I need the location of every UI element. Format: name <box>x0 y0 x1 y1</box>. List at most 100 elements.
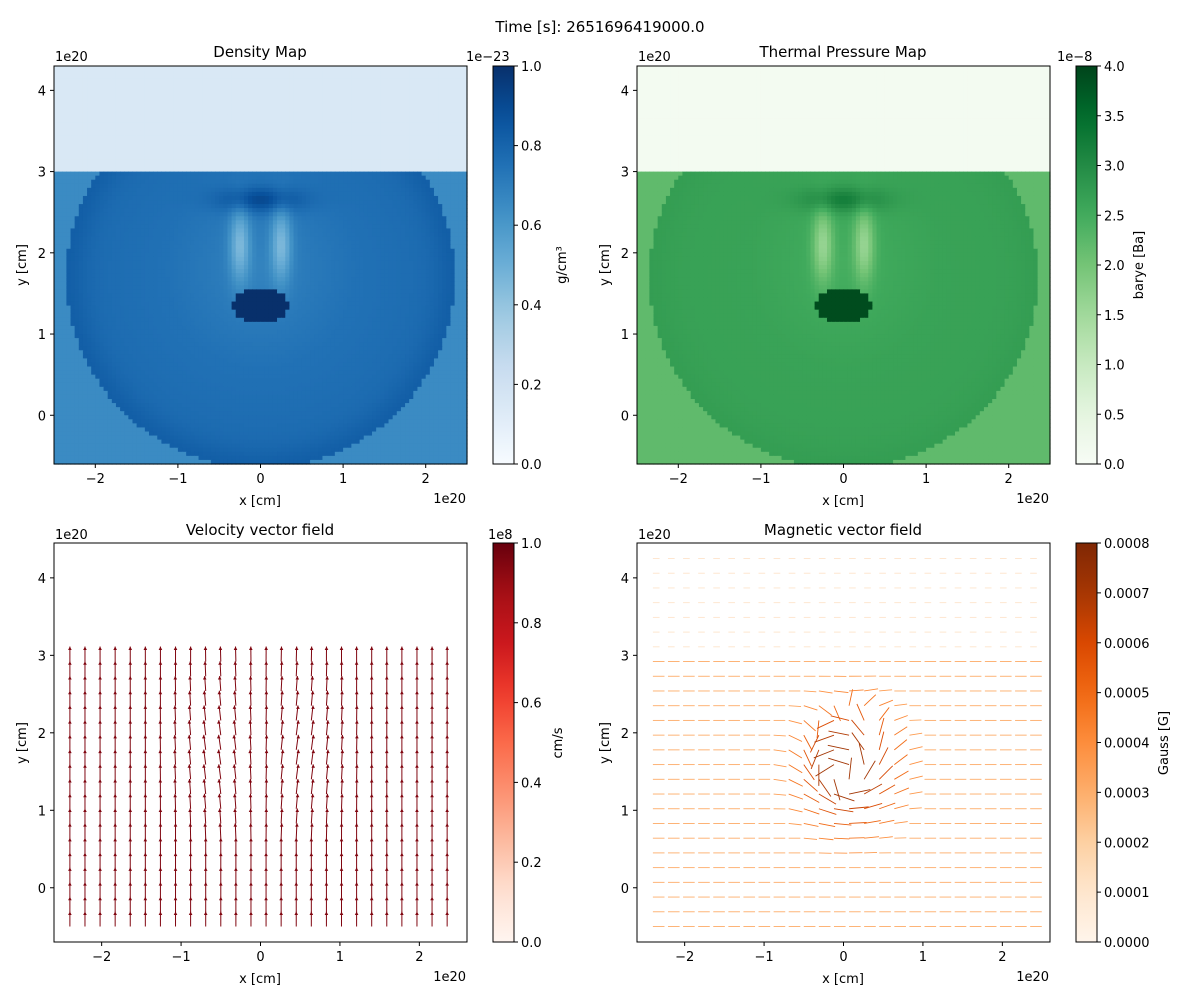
density-heatmap-cell <box>446 90 451 95</box>
density-heatmap-cell <box>232 188 237 193</box>
density-heatmap-cell <box>145 70 150 75</box>
density-heatmap-cell <box>236 220 241 225</box>
density-heatmap-cell <box>128 82 133 87</box>
density-heatmap-cell <box>310 200 315 205</box>
density-heatmap-cell <box>91 192 96 197</box>
density-heatmap-cell <box>273 188 278 193</box>
density-heatmap-cell <box>227 196 232 201</box>
density-heatmap-cell <box>426 228 431 233</box>
density-heatmap-cell <box>339 184 344 189</box>
density-heatmap-cell <box>99 119 104 124</box>
density-heatmap-cell <box>194 147 199 152</box>
density-heatmap-cell <box>116 212 121 217</box>
density-heatmap-cell <box>128 111 133 116</box>
density-heatmap-cell <box>335 115 340 120</box>
density-heatmap-cell <box>310 86 315 91</box>
density-heatmap-cell <box>252 94 257 99</box>
density-heatmap-cell <box>376 216 381 221</box>
density-heatmap-cell <box>190 172 195 177</box>
density-heatmap-cell <box>413 204 418 209</box>
density-heatmap-cell <box>459 204 464 209</box>
density-heatmap-cell <box>137 66 142 71</box>
density-heatmap-cell <box>331 74 336 79</box>
density-heatmap-cell <box>261 86 266 91</box>
density-heatmap-cell <box>194 184 199 189</box>
density-heatmap-cell <box>277 107 282 112</box>
density-heatmap-cell <box>331 212 336 217</box>
density-heatmap-cell <box>314 66 319 71</box>
density-heatmap-cell <box>455 224 460 229</box>
density-heatmap-cell <box>145 220 150 225</box>
density-heatmap-cell <box>145 135 150 140</box>
density-heatmap-cell <box>161 253 166 258</box>
density-heatmap-cell <box>182 143 187 148</box>
density-heatmap-cell <box>397 253 402 258</box>
density-heatmap-cell <box>314 111 319 116</box>
density-heatmap-cell <box>236 139 241 144</box>
density-heatmap-cell <box>426 147 431 152</box>
density-heatmap-cell <box>54 224 59 229</box>
density-heatmap-cell <box>310 241 315 246</box>
density-heatmap-cell <box>351 212 356 217</box>
density-heatmap-cell <box>401 168 406 173</box>
density-heatmap-cell <box>124 196 129 201</box>
density-heatmap-cell <box>364 135 369 140</box>
density-heatmap-cell <box>442 261 447 266</box>
density-heatmap-cell <box>405 208 410 213</box>
density-heatmap-cell <box>360 143 365 148</box>
density-heatmap-cell <box>104 220 109 225</box>
density-heatmap-cell <box>269 151 274 156</box>
density-heatmap-cell <box>219 184 224 189</box>
density-heatmap-cell <box>364 90 369 95</box>
density-heatmap-cell <box>132 159 137 164</box>
density-heatmap-cell <box>434 172 439 177</box>
density-heatmap-cell <box>190 103 195 108</box>
density-heatmap-cell <box>215 184 220 189</box>
density-heatmap-cell <box>108 103 113 108</box>
density-heatmap-cell <box>104 176 109 181</box>
density-heatmap-cell <box>364 107 369 112</box>
density-heatmap-cell <box>244 200 249 205</box>
density-heatmap-cell <box>434 155 439 160</box>
density-heatmap-cell <box>199 188 204 193</box>
density-heatmap-cell <box>108 208 113 213</box>
density-heatmap-cell <box>252 245 257 250</box>
density-heatmap-cell <box>248 180 253 185</box>
density-heatmap-cell <box>190 220 195 225</box>
density-heatmap-cell <box>318 233 323 238</box>
density-heatmap-cell <box>459 220 464 225</box>
density-heatmap-cell <box>178 115 183 120</box>
density-heatmap-cell <box>116 257 121 262</box>
density-heatmap-cell <box>289 184 294 189</box>
density-heatmap-cell <box>339 241 344 246</box>
density-heatmap-cell <box>426 86 431 91</box>
density-heatmap-cell <box>66 139 71 144</box>
density-heatmap-cell <box>149 78 154 83</box>
density-heatmap-cell <box>108 135 113 140</box>
density-heatmap-cell <box>450 70 455 75</box>
density-heatmap-cell <box>294 176 299 181</box>
density-heatmap-cell <box>83 155 88 160</box>
density-heatmap-cell <box>116 123 121 128</box>
density-heatmap-cell <box>124 224 129 229</box>
density-heatmap-cell <box>389 249 394 254</box>
density-heatmap-cell <box>360 249 365 254</box>
density-heatmap-cell <box>409 196 414 201</box>
density-heatmap-cell <box>306 257 311 262</box>
density-heatmap-cell <box>380 196 385 201</box>
density-heatmap-cell <box>372 208 377 213</box>
density-heatmap-cell <box>190 200 195 205</box>
density-heatmap-cell <box>112 241 117 246</box>
density-heatmap-cell <box>256 90 261 95</box>
density-heatmap-cell <box>194 180 199 185</box>
density-heatmap-cell <box>442 257 447 262</box>
density-heatmap-cell <box>174 78 179 83</box>
density-heatmap-cell <box>91 82 96 87</box>
density-heatmap-cell <box>269 66 274 71</box>
density-heatmap-cell <box>450 131 455 136</box>
density-heatmap-cell <box>322 111 327 116</box>
density-heatmap-cell <box>157 147 162 152</box>
density-heatmap-cell <box>422 228 427 233</box>
density-heatmap-cell <box>446 172 451 177</box>
density-heatmap-cell <box>442 111 447 116</box>
